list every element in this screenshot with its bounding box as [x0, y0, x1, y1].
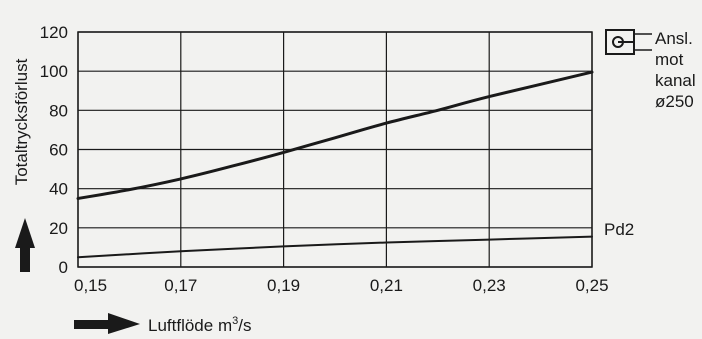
y-tick-label: 40 — [49, 180, 68, 199]
series-label-upper-line1: Ansl. — [655, 29, 693, 48]
series-label-upper-line2: mot — [655, 50, 684, 69]
ticks-layer: 0 20 40 60 80 100 120 0,15 0,17 0,19 0,21 0,23 0,25 — [40, 23, 609, 295]
x-axis-label-sup: 3 — [232, 315, 238, 327]
y-axis-arrow-icon — [15, 218, 35, 272]
series-layer — [76, 70, 594, 259]
x-axis-label-unit: /s — [238, 316, 251, 334]
y-tick-label: 80 — [49, 101, 68, 120]
connector-icon — [605, 29, 652, 55]
x-axis-label: Luftflöde m3/s — [148, 315, 251, 334]
y-tick-label: 100 — [40, 62, 68, 81]
y-axis-label: Totaltrycksförlust — [12, 58, 31, 185]
y-tick-label: 60 — [49, 141, 68, 160]
series-line-pd2 — [77, 235, 593, 259]
y-tick-label: 120 — [40, 23, 68, 42]
series-label-upper-line4: ø250 — [655, 92, 694, 111]
series-label-lower: Pd2 — [604, 220, 634, 239]
x-axis-label-base: Luftflöde m — [148, 316, 232, 334]
x-tick-label: 0,17 — [164, 276, 197, 295]
series-label-upper-line3: kanal — [655, 71, 696, 90]
plot-frame — [77, 31, 593, 268]
y-tick-label: 0 — [59, 258, 68, 277]
x-tick-label: 0,21 — [370, 276, 403, 295]
series-line-ansl — [76, 70, 594, 200]
x-tick-label: 0,19 — [267, 276, 300, 295]
x-axis-arrow-icon — [74, 313, 140, 334]
y-tick-label: 20 — [49, 219, 68, 238]
x-tick-label: 0,25 — [575, 276, 608, 295]
x-tick-label: 0,15 — [74, 276, 107, 295]
x-tick-label: 0,23 — [473, 276, 506, 295]
grid-layer — [77, 31, 593, 268]
